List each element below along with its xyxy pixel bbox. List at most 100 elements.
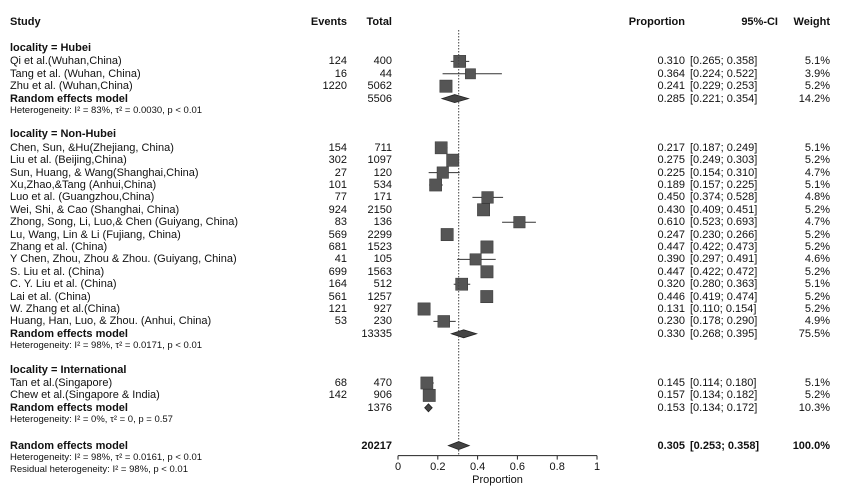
subgroup-summary-ci: [0.134; 0.172]	[690, 401, 758, 414]
study-point	[422, 388, 436, 402]
subgroup-heterogeneity: Heterogeneity: I² = 98%, τ² = 0.0171, p …	[10, 340, 203, 352]
study-events: 16	[334, 67, 347, 80]
study-events: 561	[328, 290, 347, 303]
subgroup-summary-diamond	[450, 329, 478, 339]
study-weight: 5.1%	[804, 55, 830, 68]
study-proportion: 0.446	[657, 290, 685, 303]
study-ci: [0.249; 0.303]	[690, 154, 758, 167]
overall-summary-weight: 100.0%	[792, 439, 830, 452]
study-weight: 4.8%	[804, 191, 830, 204]
study-point	[481, 191, 494, 204]
study-events: 924	[328, 203, 347, 216]
study-ci: [0.409; 0.451]	[690, 203, 758, 216]
header-ci: 95%-CI	[741, 16, 778, 28]
study-weight: 5.1%	[804, 179, 830, 191]
study-proportion: 0.230	[657, 315, 685, 328]
study-point	[469, 253, 482, 266]
study-events: 302	[328, 154, 347, 167]
study-events: 53	[334, 315, 347, 328]
study-ci: [0.187; 0.249]	[690, 141, 758, 154]
study-total: 1523	[367, 241, 392, 253]
x-tick-label: 0.6	[509, 460, 526, 473]
study-proportion: 0.241	[657, 80, 685, 93]
study-events: 121	[328, 303, 347, 315]
subgroup-summary-diamond	[424, 403, 433, 413]
study-total: 1563	[367, 265, 392, 278]
study-name: S. Liu et al. (China)	[10, 265, 105, 278]
study-weight: 5.2%	[804, 154, 830, 167]
study-total: 400	[373, 55, 392, 68]
study-weight: 5.2%	[804, 303, 830, 315]
overall-summary-total: 20217	[361, 439, 392, 452]
study-total: 2299	[367, 228, 392, 241]
study-proportion: 0.157	[657, 389, 685, 402]
study-proportion: 0.430	[657, 203, 685, 216]
study-events: 569	[328, 228, 347, 241]
study-ci: [0.229; 0.253]	[690, 80, 758, 93]
study-total: 120	[373, 166, 392, 179]
study-name: Qi et al.(Wuhan,China)	[10, 55, 122, 68]
study-point	[465, 68, 476, 80]
overall-summary-diamond	[447, 441, 471, 451]
study-ci: [0.178; 0.290]	[690, 315, 758, 328]
study-name: Lai et al. (China)	[10, 290, 91, 303]
study-ci: [0.154; 0.310]	[690, 166, 758, 179]
study-total: 534	[373, 179, 392, 191]
study-point	[477, 203, 490, 217]
study-ci: [0.280; 0.363]	[690, 278, 758, 291]
study-proportion: 0.310	[657, 55, 685, 68]
study-point	[480, 240, 494, 254]
header-study: Study	[10, 16, 41, 28]
study-point	[420, 376, 434, 390]
group-label: locality = Non-Hubei	[10, 128, 117, 141]
study-name: Chen, Sun, &Hu(Zhejiang, China)	[10, 141, 174, 154]
study-ci: [0.422; 0.472]	[690, 265, 758, 278]
study-weight: 4.9%	[804, 315, 830, 328]
study-point	[480, 290, 494, 304]
study-events: 124	[328, 55, 347, 68]
x-tick-label: 0	[394, 460, 402, 473]
study-proportion: 0.145	[657, 377, 685, 389]
study-name: Y Chen, Zhou, Zhou & Zhou. (Guiyang, Chi…	[10, 253, 237, 266]
study-name: Huang, Han, Luo, & Zhou. (Anhui, China)	[10, 315, 212, 328]
study-events: 699	[328, 265, 347, 278]
study-point	[480, 265, 494, 279]
study-ci: [0.230; 0.266]	[690, 228, 758, 241]
study-name: Luo et al. (Guangzhou,China)	[10, 191, 155, 204]
x-axis-label: Proportion	[472, 473, 523, 486]
study-ci: [0.114; 0.180]	[690, 377, 757, 389]
x-tick-label: 0.4	[469, 460, 486, 473]
study-point	[453, 55, 467, 68]
study-ci: [0.374; 0.528]	[690, 191, 758, 204]
subgroup-summary-total: 5506	[367, 92, 392, 105]
study-events: 164	[328, 278, 347, 291]
study-proportion: 0.131	[657, 303, 685, 315]
header-proportion: Proportion	[628, 16, 685, 28]
study-proportion: 0.390	[657, 253, 685, 266]
study-total: 230	[373, 315, 392, 328]
study-proportion: 0.447	[657, 265, 685, 278]
study-ci: [0.265; 0.358]	[690, 55, 758, 68]
subgroup-heterogeneity: Heterogeneity: I² = 83%, τ² = 0.0030, p …	[10, 105, 203, 116]
study-weight: 5.1%	[804, 141, 830, 154]
group-label: locality = International	[10, 363, 127, 376]
study-name: W. Zhang et al.(China)	[10, 303, 121, 315]
study-proportion: 0.610	[657, 216, 685, 229]
study-point	[434, 141, 448, 155]
subgroup-summary-proportion: 0.153	[657, 401, 685, 414]
study-weight: 5.2%	[804, 80, 830, 93]
subgroup-summary-total: 13335	[361, 327, 392, 340]
study-events: 41	[334, 253, 347, 266]
study-weight: 5.2%	[804, 290, 830, 303]
study-total: 470	[373, 377, 392, 389]
study-proportion: 0.364	[657, 67, 685, 80]
study-point	[436, 166, 449, 179]
study-events: 142	[328, 389, 347, 402]
study-proportion: 0.447	[657, 241, 685, 253]
study-weight: 5.2%	[804, 265, 830, 278]
study-proportion: 0.450	[657, 191, 685, 204]
x-tick-label: 0.8	[549, 460, 565, 473]
study-ci: [0.224; 0.522]	[690, 67, 758, 80]
subgroup-summary-total: 1376	[367, 401, 392, 414]
